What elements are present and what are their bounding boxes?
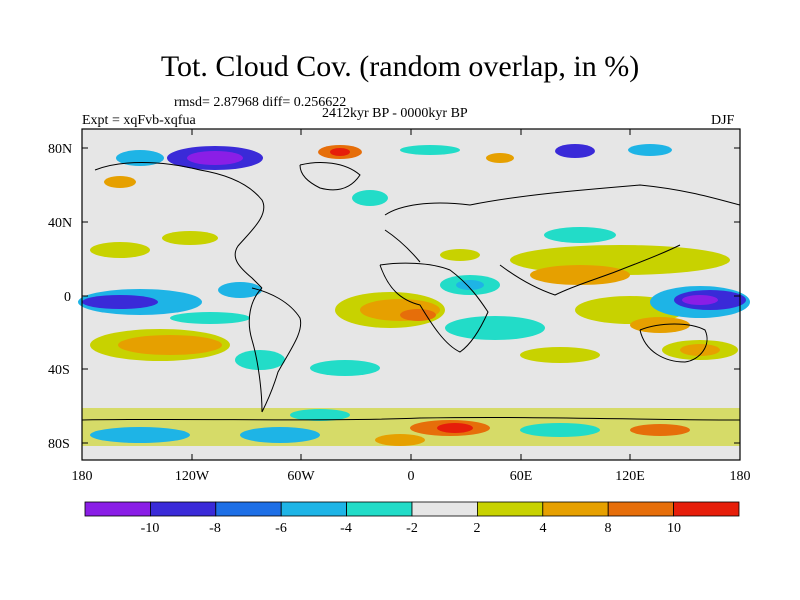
- anomaly-blob: [456, 280, 484, 290]
- south-asia-coast: [499, 244, 681, 296]
- anomaly-blob: [628, 144, 672, 156]
- lon-label: 180: [72, 469, 93, 484]
- colorbar-label: 4: [540, 521, 547, 536]
- greenland-coast: [299, 161, 361, 191]
- colorbar-label: -8: [209, 521, 221, 536]
- anomaly-blob: [400, 145, 460, 155]
- anomaly-blob: [630, 424, 690, 436]
- europe-coast: [384, 229, 421, 263]
- lat-label: 40S: [48, 363, 70, 378]
- anomaly-blob: [218, 282, 262, 298]
- colorbar-swatch: [84, 501, 151, 517]
- colorbar-swatch: [411, 501, 478, 517]
- lon-label: 120E: [615, 469, 645, 484]
- anomaly-field: [78, 129, 750, 460]
- lat-label: 40N: [48, 216, 72, 231]
- period-label: 2412kyr BP - 0000kyr BP: [322, 106, 468, 121]
- anomaly-blob: [445, 316, 545, 340]
- anomaly-blob: [330, 148, 350, 156]
- anomaly-blob: [544, 227, 616, 243]
- anomaly-blob: [437, 423, 473, 433]
- eurasia-north-coast: [384, 184, 741, 216]
- anomaly-blob: [680, 344, 720, 356]
- colorbar-swatch: [673, 501, 740, 517]
- antarctica-coast: [81, 416, 741, 421]
- stats-label: rmsd= 2.87968 diff= 0.256622: [174, 95, 347, 110]
- anomaly-blob: [90, 242, 150, 258]
- colorbar-swatch: [346, 501, 413, 517]
- south-america-west-coast: [248, 287, 263, 413]
- anomaly-blob: [486, 153, 514, 163]
- colorbar-label: -2: [406, 521, 418, 536]
- anomaly-blob: [170, 312, 250, 324]
- anomaly-blob: [118, 335, 222, 355]
- season-label: DJF: [711, 113, 735, 128]
- lat-label: 0: [64, 290, 71, 305]
- anomaly-blob: [290, 409, 350, 421]
- lon-label: 0: [408, 469, 415, 484]
- anomaly-blob: [520, 347, 600, 363]
- lat-label: 80N: [48, 142, 72, 157]
- south-america-coast: [251, 287, 302, 413]
- anomaly-blob: [90, 427, 190, 443]
- map-title: Tot. Cloud Cov. (random overlap, in %): [160, 50, 640, 83]
- lon-label: 120W: [175, 469, 210, 484]
- anomaly-blob: [440, 249, 480, 261]
- anomaly-blob: [116, 150, 164, 166]
- africa-coast: [379, 262, 489, 353]
- lon-label: 60E: [510, 469, 533, 484]
- anomaly-blob: [530, 265, 630, 285]
- lon-label: 60W: [287, 469, 315, 484]
- anomaly-blob: [240, 427, 320, 443]
- anomaly-blob: [555, 144, 595, 158]
- colorbar-label: -10: [141, 521, 160, 536]
- anomaly-blob: [104, 176, 136, 188]
- colorbar-label: -4: [340, 521, 352, 536]
- anomaly-blob: [520, 423, 600, 437]
- colorbar-swatch: [607, 501, 675, 517]
- lon-label: 180: [730, 469, 751, 484]
- anomaly-blob: [162, 231, 218, 245]
- colorbar-swatch: [476, 501, 544, 517]
- anomaly-blob: [310, 360, 380, 376]
- anomaly-blob: [235, 350, 285, 370]
- colorbar: -10 -8 -6 -4 -2 2 4 8 10: [84, 501, 740, 536]
- colorbar-label: 8: [605, 521, 612, 536]
- colorbar-label: -6: [275, 521, 287, 536]
- anomaly-blob: [400, 309, 436, 321]
- experiment-label: Expt = xqFvb-xqfua: [82, 113, 196, 128]
- tick-marks: [81, 129, 741, 460]
- colorbar-swatch: [280, 501, 348, 517]
- anomaly-blob: [187, 151, 243, 165]
- colorbar-swatch: [215, 501, 282, 517]
- australia-coast: [639, 323, 708, 363]
- anomaly-blob: [682, 295, 718, 305]
- anomaly-blob: [375, 434, 425, 446]
- north-america-coast: [94, 162, 265, 289]
- lat-label: 80S: [48, 437, 70, 452]
- colorbar-swatch: [542, 501, 609, 517]
- coastlines: [81, 161, 741, 421]
- colorbar-label: 2: [474, 521, 481, 536]
- colorbar-label: 10: [667, 521, 681, 536]
- anomaly-blob: [352, 190, 388, 206]
- colorbar-swatch: [149, 501, 217, 517]
- anomaly-blob: [82, 295, 158, 309]
